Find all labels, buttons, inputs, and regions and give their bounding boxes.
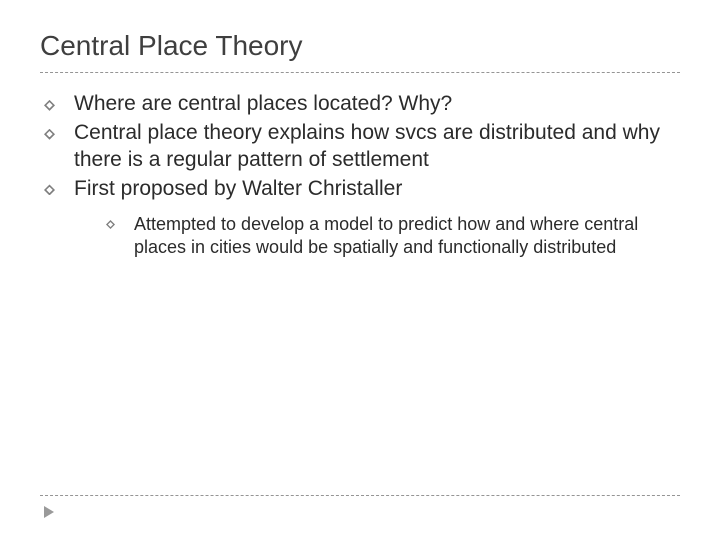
bullet-text: Central place theory explains how svcs a… <box>74 121 660 171</box>
bullet-item: Where are central places located? Why? <box>40 91 680 118</box>
bullet-item: First proposed by Walter Christaller Att… <box>40 176 680 260</box>
bullet-item: Central place theory explains how svcs a… <box>40 120 680 174</box>
title-divider <box>40 72 680 73</box>
bullet-list: Where are central places located? Why? C… <box>40 91 680 259</box>
footer-divider <box>40 495 680 496</box>
sub-bullet-list: Attempted to develop a model to predict … <box>74 213 680 260</box>
slide-title: Central Place Theory <box>40 30 680 62</box>
sub-bullet-item: Attempted to develop a model to predict … <box>104 213 680 260</box>
bullet-text: Where are central places located? Why? <box>74 92 452 115</box>
slide: Central Place Theory Where are central p… <box>0 0 720 540</box>
play-icon <box>44 506 54 518</box>
bullet-text: First proposed by Walter Christaller <box>74 177 402 200</box>
sub-bullet-text: Attempted to develop a model to predict … <box>134 214 638 257</box>
